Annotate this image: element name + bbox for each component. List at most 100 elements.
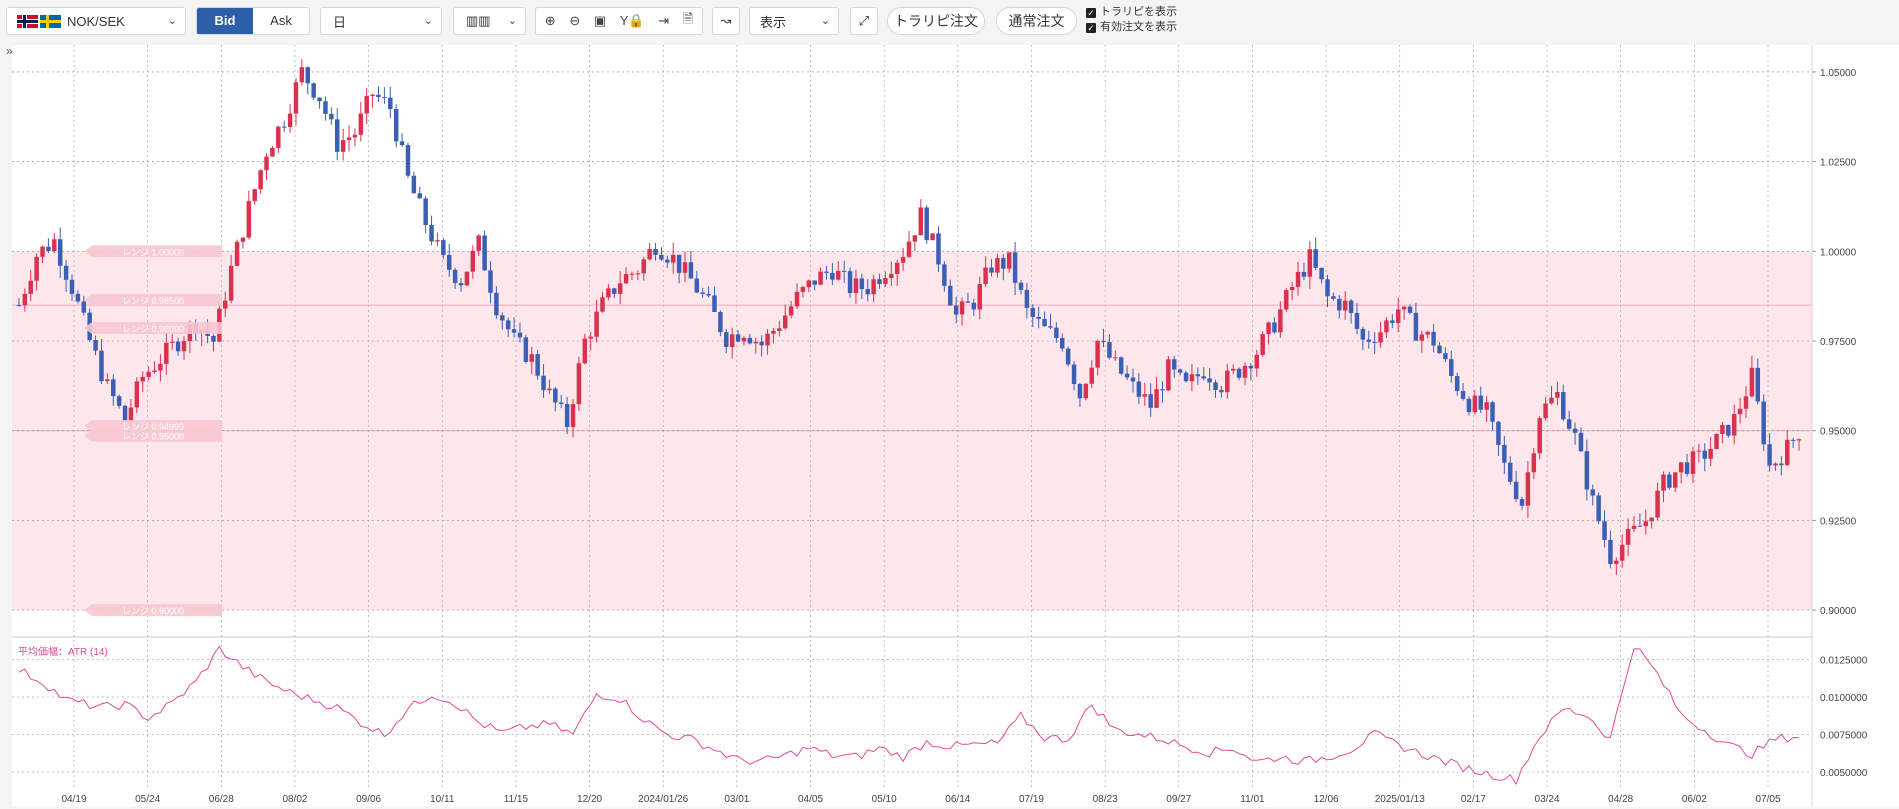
document-icon[interactable]: 🗎 <box>682 11 694 26</box>
candle-body <box>788 306 794 316</box>
time-tick-label: 11/01 <box>1240 794 1265 805</box>
candle-body <box>1779 463 1784 466</box>
candle-body <box>700 292 705 294</box>
trali-order-button[interactable]: トラリピ注文 <box>887 7 985 35</box>
candle-body <box>258 170 263 190</box>
candle-body <box>841 270 847 272</box>
candle-body <box>1248 365 1254 369</box>
collapse-left-icon[interactable]: » <box>6 44 13 58</box>
candle-body <box>735 334 741 342</box>
candle-body <box>1189 374 1195 382</box>
checkbox-checked-icon: ✓ <box>1086 7 1096 18</box>
candle-body <box>1230 368 1236 371</box>
candle-body <box>276 126 281 148</box>
candle-body <box>588 336 593 339</box>
candle-body <box>246 201 252 238</box>
candle-body <box>1172 359 1177 370</box>
candle-body <box>871 279 876 295</box>
candle-body <box>75 293 81 302</box>
time-tick-label: 09/06 <box>356 794 381 805</box>
candle-body <box>388 97 393 109</box>
atr-tick-label: 0.0050000 <box>1820 768 1868 779</box>
candle-body <box>1578 432 1584 452</box>
candle-body <box>1001 258 1006 269</box>
display-select[interactable]: 表示 ⌄ <box>749 7 839 35</box>
candle-body <box>529 354 534 362</box>
candle-body <box>1454 375 1460 391</box>
candle-body <box>824 271 829 273</box>
indicator-button[interactable]: ↝ <box>712 7 740 35</box>
candle-body <box>211 335 216 342</box>
period-select[interactable]: 日 ⌄ <box>320 7 442 35</box>
fullscreen-button[interactable]: ⤢ <box>850 7 878 35</box>
candle-body <box>759 341 764 346</box>
zoom-out-icon[interactable]: ⊖ <box>569 13 581 28</box>
candle-body <box>264 156 269 171</box>
candle-body <box>1024 289 1030 308</box>
candle-body <box>777 328 782 331</box>
candle-body <box>1507 462 1513 482</box>
chart-tools: ⊕ ⊖ ▣ Y🔒 ⇥ 🗎 <box>535 7 703 35</box>
show-orders-checkbox[interactable]: ✓ 有効注文を表示 <box>1086 20 1177 35</box>
candle-body <box>1702 450 1707 459</box>
candle-body <box>1342 300 1348 311</box>
candle-body <box>806 280 812 288</box>
candle-body <box>1720 424 1725 434</box>
chart-type-select[interactable]: ▥▥ ⌄ <box>453 7 526 35</box>
price-chart[interactable]: レンジ 1.00000 レンジ 0.98500 レンジ 0.98000 レンジ 0.9… <box>0 42 1899 809</box>
ask-button[interactable]: Ask <box>270 13 292 28</box>
candle-body <box>1077 384 1083 399</box>
candle-body <box>1384 320 1389 333</box>
candle-body <box>594 311 599 337</box>
candle-body <box>1124 373 1130 378</box>
normal-order-button[interactable]: 通常注文 <box>996 7 1077 35</box>
candle-body <box>576 363 582 405</box>
candle-body <box>152 370 157 372</box>
candle-body <box>1048 326 1053 328</box>
atr-line <box>18 645 1800 786</box>
zoom-in-icon[interactable]: ⊕ <box>544 13 556 28</box>
candle-body <box>741 337 747 342</box>
chevron-down-icon: ⌄ <box>423 15 433 27</box>
atr-panel <box>18 645 1800 786</box>
currency-pair-label: NOK/SEK <box>67 13 125 29</box>
candle-body <box>1325 279 1330 297</box>
fit-icon[interactable]: ▣ <box>593 13 607 28</box>
candle-body <box>423 198 428 225</box>
show-trali-checkbox[interactable]: ✓ トラリピを表示 <box>1086 5 1177 20</box>
candle-body <box>494 292 499 316</box>
candle-body <box>1012 252 1018 283</box>
candle-body <box>959 301 965 315</box>
candle-body <box>1726 424 1731 436</box>
time-tick-label: 06/28 <box>209 794 234 805</box>
candle-body <box>1378 332 1383 343</box>
range-label: レンジ 0.98500 <box>84 294 222 307</box>
candle-body <box>1095 340 1100 368</box>
candle-body <box>635 273 641 275</box>
y-lock-icon[interactable]: Y🔒 <box>619 13 645 28</box>
currency-pair-select[interactable]: NOK/SEK ⌄ <box>6 7 186 35</box>
candle-body <box>1242 365 1248 378</box>
candle-body <box>240 237 246 242</box>
candle-body <box>1737 408 1743 415</box>
candle-body <box>1490 402 1495 422</box>
grid-layer <box>12 45 1812 787</box>
candle-body <box>52 239 57 252</box>
candle-body <box>629 273 635 275</box>
candle-body <box>676 254 682 273</box>
price-tick-label: 0.92500 <box>1820 516 1857 527</box>
candle-body <box>918 207 924 236</box>
candle-body <box>564 404 570 428</box>
candle-body <box>1395 309 1401 323</box>
candle-body <box>523 337 529 362</box>
candle-body <box>1272 322 1277 333</box>
candle-body <box>1608 539 1613 565</box>
time-tick-label: 03/01 <box>724 794 749 805</box>
candle-body <box>1101 340 1106 343</box>
bid-button[interactable]: Bid <box>197 8 253 34</box>
candle-body <box>482 235 487 271</box>
candle-body <box>46 246 51 252</box>
scroll-to-end-icon[interactable]: ⇥ <box>658 13 670 28</box>
candle-body <box>458 282 464 286</box>
candle-body <box>28 280 33 294</box>
